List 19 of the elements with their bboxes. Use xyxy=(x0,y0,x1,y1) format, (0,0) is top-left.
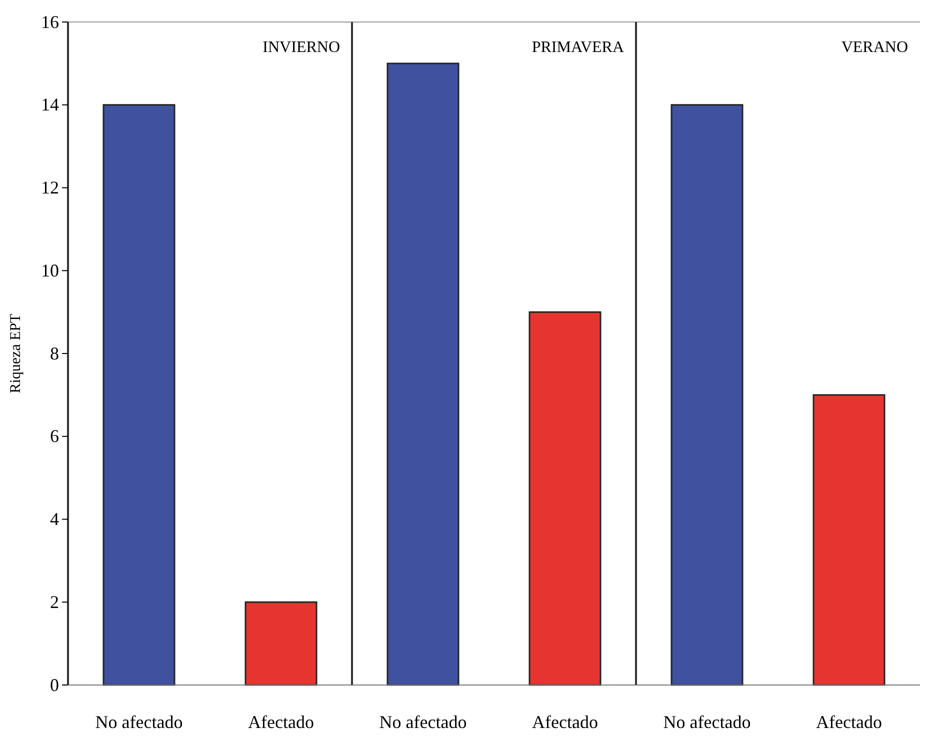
text: INVIERNO xyxy=(262,39,340,56)
y-tick-label: 10 xyxy=(41,260,59,280)
y-axis-title: Riqueza EPT xyxy=(8,314,24,394)
y-tick-label: 8 xyxy=(50,343,59,364)
y-tick-label: 16 xyxy=(41,12,59,32)
y-tick-label: 2 xyxy=(50,592,59,612)
x-tick-label: Afectado xyxy=(532,712,598,732)
x-tick-label: No afectado xyxy=(379,712,467,732)
x-tick-label: Afectado xyxy=(248,712,314,732)
x-tick-label: No afectado xyxy=(95,712,183,732)
y-tick-label: 6 xyxy=(50,426,59,446)
text: PRIMAVERA xyxy=(532,39,624,56)
y-tick-label: 4 xyxy=(50,509,59,530)
text: VERANO xyxy=(841,39,908,56)
x-tick-label: Afectado xyxy=(816,712,882,732)
y-tick-label: 14 xyxy=(41,94,59,115)
y-tick-label: 12 xyxy=(41,178,59,198)
y-tick-label: 0 xyxy=(50,674,59,695)
x-tick-label: No afectado xyxy=(663,712,751,732)
